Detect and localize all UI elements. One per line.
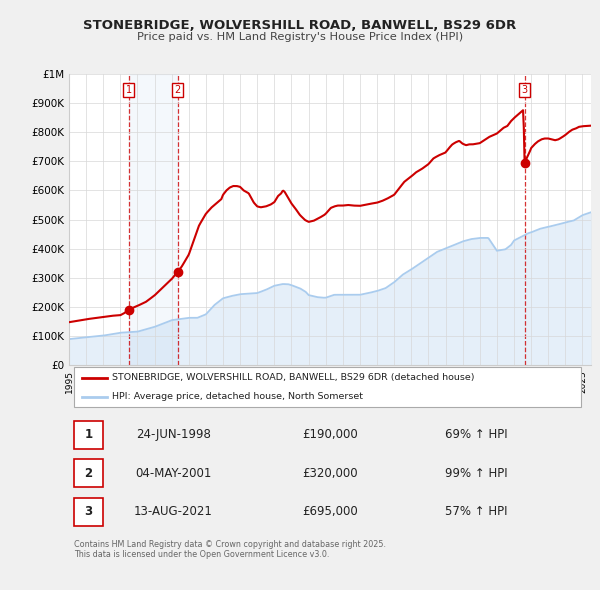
FancyBboxPatch shape: [74, 459, 103, 487]
Text: 2: 2: [84, 467, 92, 480]
Text: STONEBRIDGE, WOLVERSHILL ROAD, BANWELL, BS29 6DR (detached house): STONEBRIDGE, WOLVERSHILL ROAD, BANWELL, …: [112, 373, 475, 382]
Text: 13-AUG-2021: 13-AUG-2021: [134, 505, 213, 518]
Text: 3: 3: [521, 85, 527, 95]
Text: Price paid vs. HM Land Registry's House Price Index (HPI): Price paid vs. HM Land Registry's House …: [137, 32, 463, 42]
FancyBboxPatch shape: [74, 367, 581, 407]
Text: 3: 3: [84, 505, 92, 518]
Text: 99% ↑ HPI: 99% ↑ HPI: [445, 467, 508, 480]
Text: 1: 1: [84, 428, 92, 441]
Text: 69% ↑ HPI: 69% ↑ HPI: [445, 428, 508, 441]
Text: £190,000: £190,000: [302, 428, 358, 441]
Bar: [128, 74, 178, 365]
Text: Contains HM Land Registry data © Crown copyright and database right 2025.
This d: Contains HM Land Registry data © Crown c…: [74, 540, 386, 559]
Text: HPI: Average price, detached house, North Somerset: HPI: Average price, detached house, Nort…: [112, 392, 363, 401]
Text: 04-MAY-2001: 04-MAY-2001: [135, 467, 212, 480]
FancyBboxPatch shape: [74, 497, 103, 526]
Text: 2: 2: [175, 85, 181, 95]
Text: STONEBRIDGE, WOLVERSHILL ROAD, BANWELL, BS29 6DR: STONEBRIDGE, WOLVERSHILL ROAD, BANWELL, …: [83, 19, 517, 32]
Text: 57% ↑ HPI: 57% ↑ HPI: [445, 505, 508, 518]
FancyBboxPatch shape: [74, 421, 103, 449]
Text: £320,000: £320,000: [302, 467, 358, 480]
Text: 1: 1: [125, 85, 131, 95]
Text: 24-JUN-1998: 24-JUN-1998: [136, 428, 211, 441]
Text: £695,000: £695,000: [302, 505, 358, 518]
